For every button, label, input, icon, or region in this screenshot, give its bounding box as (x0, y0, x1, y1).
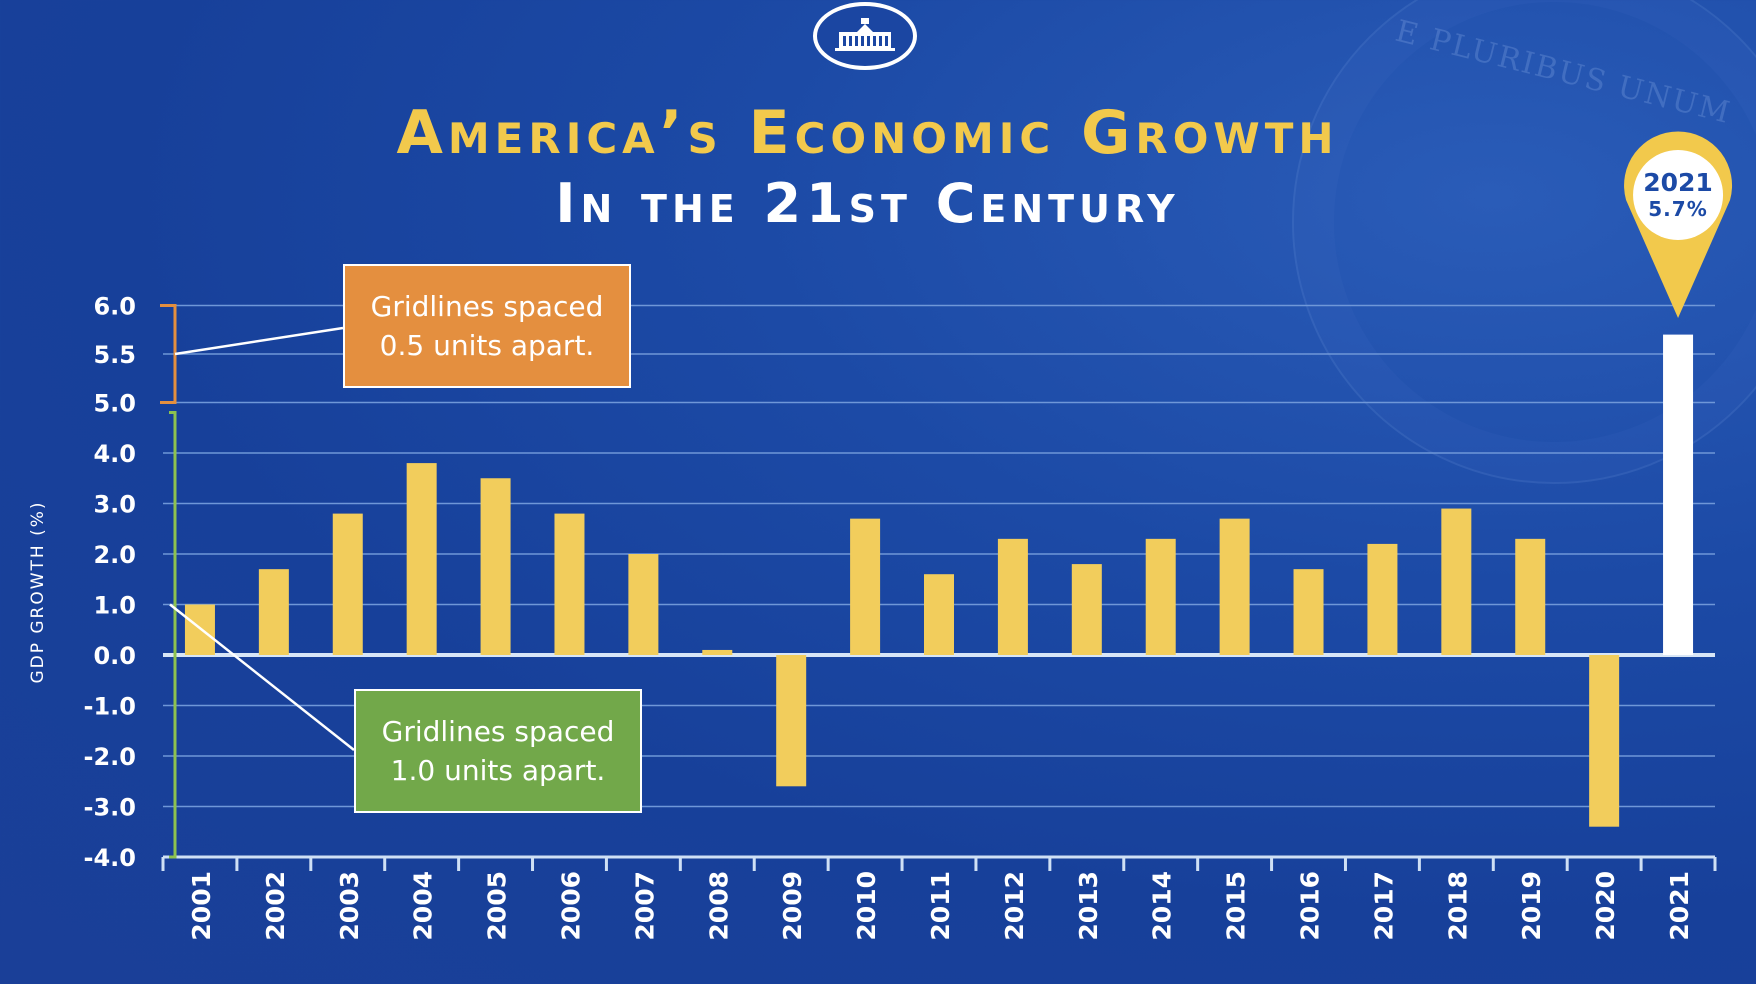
x-tick-label: 2018 (1443, 871, 1472, 941)
x-tick-label: 2016 (1296, 871, 1325, 941)
x-tick-label: 2015 (1222, 871, 1251, 941)
bar-2016 (1293, 569, 1324, 655)
bar-2021 (1663, 334, 1694, 655)
bar-2004 (406, 463, 437, 655)
x-tick-label: 2010 (852, 871, 881, 941)
x-tick-label: 2006 (556, 871, 585, 941)
x-tick-label: 2020 (1591, 871, 1620, 941)
x-tick-label: 2021 (1665, 871, 1694, 941)
bar-2019 (1515, 538, 1546, 655)
y-tick-label: 5.0 (93, 390, 136, 418)
gridline-callout-top: Gridlines spaced 0.5 units apart. (343, 264, 631, 388)
bar-2015 (1219, 518, 1250, 655)
x-tick-label: 2005 (483, 871, 512, 941)
highlight-pin-label: 2021 5.7% (1618, 168, 1738, 221)
x-tick-label: 2012 (1000, 871, 1029, 941)
callout-bottom-line1: Gridlines spaced (381, 714, 615, 748)
bar-2018 (1441, 508, 1472, 655)
y-tick-label: 6.0 (93, 293, 136, 321)
x-tick-label: 2007 (630, 871, 659, 941)
white-house-icon (835, 18, 895, 51)
y-axis-title: GDP GROWTH (%) (28, 500, 48, 683)
white-house-logo (813, 2, 917, 70)
bar-2010 (850, 518, 881, 655)
x-tick-label: 2008 (704, 871, 733, 941)
chart-title: America’s Economic Growth (396, 98, 1339, 168)
callout-bottom-line2: 1.0 units apart. (390, 754, 606, 787)
bar-2007 (628, 554, 659, 655)
x-tick-label: 2001 (187, 871, 216, 941)
x-tick-label: 2011 (926, 871, 955, 941)
y-tick-label: 0.0 (93, 642, 136, 670)
bar-layer (184, 334, 1694, 827)
highlight-pin-inner (1633, 150, 1724, 240)
bar-2003 (332, 513, 363, 655)
y-tick-label: -4.0 (84, 844, 136, 872)
bar-2009 (776, 655, 807, 787)
x-tick-label: 2004 (409, 871, 438, 941)
x-tick-label: 2003 (335, 871, 364, 941)
bar-2012 (997, 538, 1028, 655)
y-tick-label: 3.0 (93, 491, 136, 519)
bar-2011 (924, 574, 954, 655)
x-tick-label: 2017 (1369, 871, 1398, 941)
x-tick-label: 2009 (778, 871, 807, 941)
callout-bottom-pointer (169, 603, 355, 751)
x-tick-label: 2014 (1148, 871, 1177, 941)
y-tick-label: -3.0 (84, 794, 136, 822)
x-tick-label: 2002 (261, 871, 290, 941)
bar-2014 (1145, 538, 1176, 655)
highlight-value: 5.7% (1648, 197, 1708, 221)
y-tick-label: 1.0 (93, 592, 136, 620)
y-tick-label: 4.0 (93, 440, 136, 468)
bar-2017 (1367, 543, 1398, 655)
bar-2002 (258, 569, 289, 655)
chart-subtitle: In the 21st Century (555, 172, 1180, 235)
y-tick-label: 2.0 (93, 541, 136, 569)
highlight-year: 2021 (1643, 168, 1713, 197)
gridline-callout-bottom: Gridlines spaced 1.0 units apart. (354, 689, 642, 813)
bar-2013 (1071, 564, 1102, 655)
bar-2020 (1589, 655, 1620, 827)
y-tick-label: 5.5 (93, 341, 136, 369)
callout-top-line2: 0.5 units apart. (379, 329, 595, 362)
bar-2005 (480, 478, 511, 655)
x-tick-label: 2019 (1517, 871, 1546, 941)
x-tick-label: 2013 (1074, 871, 1103, 941)
y-tick-label: -2.0 (84, 743, 136, 771)
callout-top-pointer (174, 326, 344, 356)
bar-2008 (702, 649, 733, 655)
bar-2006 (554, 513, 585, 655)
y-tick-label: -1.0 (84, 693, 136, 721)
green-bracket (169, 411, 177, 859)
callout-top-line1: Gridlines spaced (370, 289, 604, 323)
annotation-layer (160, 131, 1733, 859)
